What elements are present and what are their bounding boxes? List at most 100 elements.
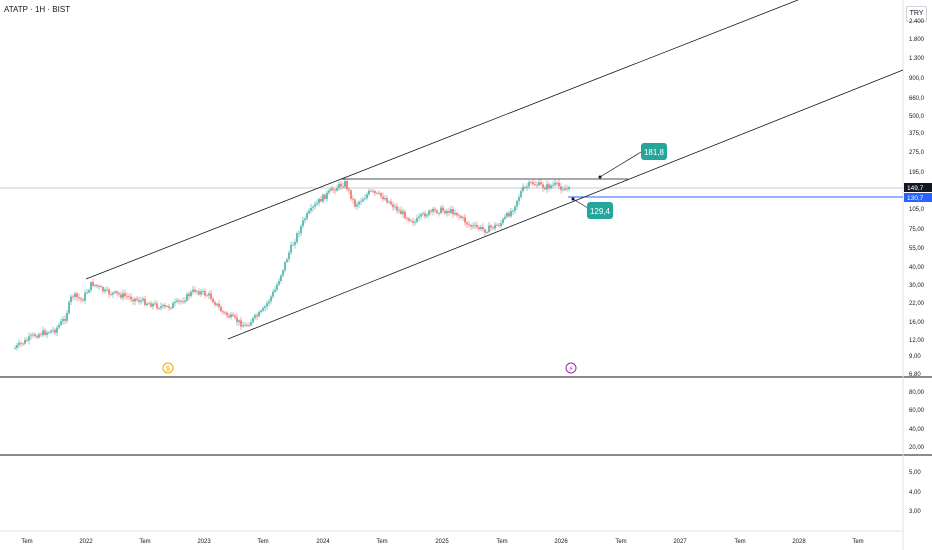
candle (390, 201, 392, 205)
candle (264, 306, 266, 308)
callout-point (571, 197, 575, 201)
candle (512, 210, 514, 212)
candle (250, 322, 252, 326)
candle (308, 210, 310, 214)
candle (484, 229, 486, 233)
candle (378, 192, 380, 194)
candle (364, 198, 366, 200)
candle (548, 184, 550, 189)
candle (126, 295, 128, 297)
candle (552, 184, 554, 186)
candle (24, 339, 26, 344)
candle (214, 302, 216, 305)
candle (336, 187, 338, 191)
candle (122, 293, 124, 298)
candle (566, 188, 568, 190)
candle (304, 218, 306, 221)
candle (152, 303, 154, 307)
candle (224, 312, 226, 314)
currency-button[interactable]: TRY (906, 6, 927, 22)
candle (36, 336, 38, 338)
time-axis[interactable]: Tem 2022 Tem 2023 Tem 2024 Tem 2025 Tem … (21, 539, 863, 545)
candle (500, 223, 502, 227)
indicator-axis[interactable]: 80,00 60,00 40,00 20,00 5,00 4,00 3,00 (909, 390, 925, 515)
candle (118, 293, 120, 295)
callout-129-4[interactable] (587, 202, 613, 219)
candle (212, 298, 214, 303)
channel-upper-line[interactable] (85, 0, 799, 280)
candle (478, 227, 480, 230)
candle (22, 343, 24, 345)
candle (426, 215, 428, 217)
candle (148, 303, 150, 305)
candle (108, 289, 110, 295)
price-tick: 75,00 (909, 227, 925, 233)
time-tick: Tem (21, 539, 32, 545)
time-tick: 2023 (197, 539, 211, 545)
candle (162, 304, 164, 307)
time-tick: Tem (376, 539, 387, 545)
candle (110, 294, 112, 296)
dividend-marker[interactable] (162, 362, 174, 374)
candle (306, 213, 308, 219)
candle (376, 192, 378, 194)
callout-arrow (599, 151, 642, 178)
price-tick: 55,00 (909, 246, 925, 252)
indicator-tick: 3,00 (909, 509, 921, 515)
candle (32, 334, 34, 336)
candle (360, 201, 362, 203)
time-tick: Tem (615, 539, 626, 545)
candle (166, 306, 168, 307)
candle (268, 301, 270, 304)
price-axis[interactable]: 2.400 1.800 1.300 900,0 660,0 500,0 375,… (909, 19, 925, 378)
candle (102, 287, 104, 292)
candle (498, 225, 500, 227)
candle (194, 289, 196, 292)
candle (260, 310, 262, 313)
indicator-tick: 80,00 (909, 390, 925, 396)
candle (230, 314, 232, 318)
candle (78, 297, 80, 299)
candle (562, 189, 564, 191)
candle (220, 307, 222, 312)
callout-181-8[interactable] (641, 143, 667, 160)
candle (54, 329, 56, 333)
candle (346, 181, 348, 190)
candle (422, 213, 424, 215)
candle (160, 306, 162, 309)
price-tick: 660,0 (909, 96, 925, 102)
candle (86, 292, 88, 294)
candle (522, 186, 524, 192)
candle (294, 242, 296, 245)
candle (436, 210, 438, 214)
candle (440, 207, 442, 214)
candle (534, 184, 536, 186)
candle (448, 210, 450, 213)
candle (52, 329, 54, 331)
candle (486, 232, 488, 233)
candles (14, 178, 570, 351)
candle (236, 317, 238, 323)
candle (524, 186, 526, 188)
candle (350, 190, 352, 199)
candle (384, 198, 386, 200)
candle (554, 182, 556, 185)
candle (200, 291, 202, 295)
candle (462, 217, 464, 219)
split-marker[interactable] (565, 362, 577, 374)
candle (114, 291, 116, 293)
candle (254, 315, 256, 318)
channel-lower-line[interactable] (227, 69, 904, 340)
candle (564, 188, 566, 190)
candle (192, 289, 194, 292)
candle (232, 314, 234, 316)
candle (132, 299, 134, 302)
candle (358, 201, 360, 205)
time-tick: 2026 (554, 539, 568, 545)
callout-point (598, 175, 602, 179)
candle (208, 293, 210, 296)
candle (286, 259, 288, 263)
candle (150, 303, 152, 307)
price-tick: 9,00 (909, 354, 921, 360)
